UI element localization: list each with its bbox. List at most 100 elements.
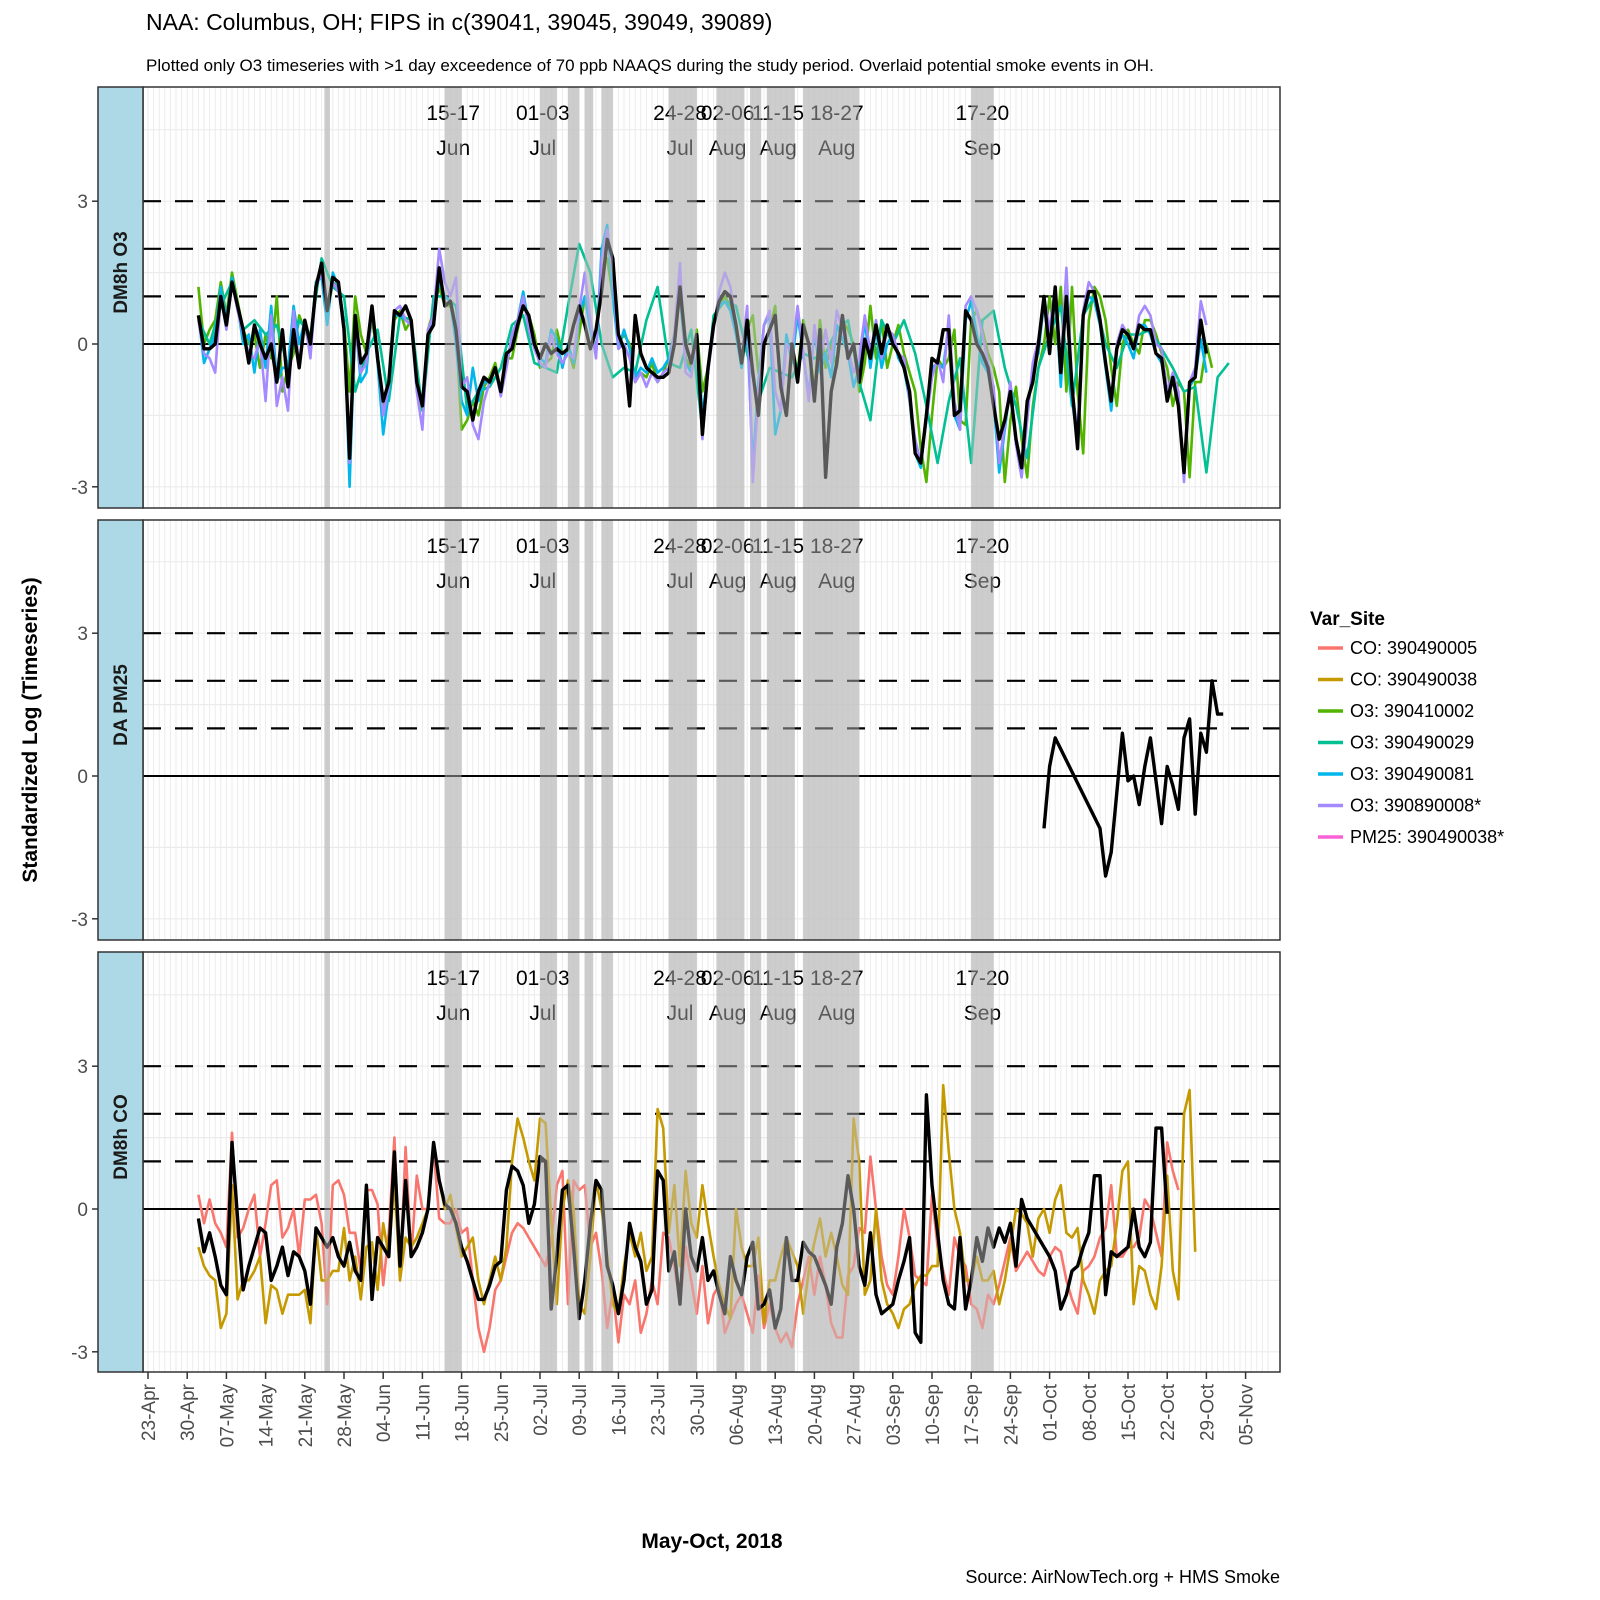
event-label-month: Aug	[818, 137, 855, 160]
x-tick-label: 18-Jun	[453, 1384, 474, 1442]
event-label-month: Sep	[964, 1002, 1001, 1025]
legend-label: O3: 390410002	[1350, 701, 1474, 721]
y-tick-label: 3	[77, 1057, 88, 1078]
event-label-dates: 11-15	[752, 535, 804, 558]
x-tick-label: 05-Nov	[1237, 1384, 1258, 1446]
event-label-dates: 15-17	[426, 967, 480, 990]
smoke-band-overlay	[540, 87, 557, 508]
smoke-band	[601, 520, 613, 940]
series-line	[197, 1083, 1197, 1330]
event-label-month: Aug	[759, 1002, 796, 1025]
facet-strip-label: DA PM25	[111, 664, 132, 746]
smoke-band-overlay	[971, 952, 994, 1372]
event-label-dates: 01-03	[516, 102, 570, 125]
x-axis-title: May-Oct, 2018	[641, 1530, 783, 1553]
smoke-band-overlay	[601, 952, 613, 1372]
facet-strip	[97, 519, 144, 941]
x-tick-label: 17-Sep	[962, 1384, 983, 1445]
x-tick-label: 01-Oct	[1041, 1383, 1062, 1441]
x-tick-label: 30-Apr	[178, 1383, 199, 1441]
event-label-month: Jul	[529, 1002, 556, 1025]
smoke-band-overlay	[668, 952, 697, 1372]
event-label-dates: 02-06	[701, 102, 755, 125]
x-tick-label: 29-Oct	[1197, 1383, 1218, 1441]
smoke-band	[584, 952, 594, 1372]
smoke-band-overlay	[584, 87, 594, 508]
smoke-band-overlay	[766, 952, 795, 1372]
x-tick-label: 06-Aug	[727, 1384, 748, 1445]
smoke-band	[444, 952, 462, 1372]
smoke-band-overlay	[568, 520, 580, 940]
smoke-band	[324, 952, 330, 1372]
facet-strip	[97, 951, 144, 1373]
event-label-dates: 11-15	[752, 967, 804, 990]
x-tick-label: 30-Jul	[688, 1384, 709, 1436]
smoke-band-overlay	[444, 952, 462, 1372]
x-tick-label: 24-Sep	[1001, 1384, 1022, 1445]
x-tick-label: 25-Jun	[492, 1384, 513, 1442]
facet-panels: 15-17Jun01-03Jul24-28Jul02-06Aug11-15Aug…	[71, 86, 1281, 1373]
event-label-month: Aug	[818, 1002, 855, 1025]
chart-title: NAA: Columbus, OH; FIPS in c(39041, 3904…	[146, 9, 772, 35]
smoke-band-overlay	[584, 520, 594, 940]
smoke-band	[324, 520, 330, 940]
event-label-dates: 24-28	[653, 967, 707, 990]
x-tick-label: 13-Aug	[766, 1384, 787, 1445]
legend-label: CO: 390490005	[1350, 638, 1477, 658]
x-tick-label: 08-Oct	[1080, 1383, 1101, 1441]
smoke-band-overlay	[750, 952, 762, 1372]
event-label-month: Jul	[667, 570, 694, 593]
smoke-band	[750, 520, 762, 940]
event-label-month: Aug	[709, 137, 746, 160]
smoke-band-overlay	[750, 87, 762, 508]
series-line	[196, 1093, 1169, 1345]
event-label-dates: 02-06	[701, 967, 755, 990]
smoke-band-overlay	[601, 87, 613, 508]
event-label-dates: 17-20	[956, 535, 1010, 558]
event-label-month: Aug	[759, 570, 796, 593]
event-label-month: Jul	[667, 137, 694, 160]
facet-strip-label: DM8h O3	[111, 231, 132, 313]
y-tick-label: -3	[71, 478, 88, 499]
smoke-band-overlay	[584, 952, 594, 1372]
x-tick-label: 03-Sep	[884, 1384, 905, 1445]
event-label-dates: 15-17	[426, 102, 480, 125]
smoke-band-overlay	[803, 87, 860, 508]
smoke-band	[668, 520, 697, 940]
facet-strip-label: DM8h CO	[111, 1094, 132, 1180]
smoke-band-overlay	[803, 952, 860, 1372]
event-label-month: Aug	[818, 570, 855, 593]
smoke-band-overlay	[716, 952, 745, 1372]
event-label-month: Jul	[667, 1002, 694, 1025]
facet-strip	[97, 86, 144, 509]
series-line	[196, 237, 1209, 479]
smoke-band	[568, 520, 580, 940]
event-label-month: Sep	[964, 570, 1001, 593]
y-axis-title: Standardized Log (Timeseries)	[19, 577, 42, 882]
y-tick-label: -3	[71, 910, 88, 931]
x-tick-label: 23-Apr	[139, 1383, 160, 1441]
x-tick-label: 11-Jun	[413, 1384, 434, 1441]
smoke-band	[584, 520, 594, 940]
event-label-dates: 01-03	[516, 967, 570, 990]
chart-subtitle: Plotted only O3 timeseries with >1 day e…	[146, 56, 1154, 75]
x-tick-label: 09-Jul	[570, 1384, 591, 1436]
smoke-band-overlay	[324, 952, 330, 1372]
x-tick-label: 02-Jul	[531, 1384, 552, 1436]
smoke-band	[540, 87, 557, 508]
legend-title: Var_Site	[1310, 609, 1385, 630]
x-tick-label: 14-May	[257, 1384, 278, 1448]
y-tick-label: -3	[71, 1343, 88, 1364]
legend-label: PM25: 390490038*	[1350, 827, 1504, 847]
event-label-dates: 18-27	[810, 967, 864, 990]
x-tick-label: 07-May	[217, 1384, 238, 1448]
smoke-band	[971, 520, 994, 940]
x-tick-label: 21-May	[296, 1384, 317, 1448]
smoke-band-overlay	[324, 87, 330, 508]
event-label-month: Jul	[529, 137, 556, 160]
legend-label: CO: 390490038	[1350, 670, 1477, 690]
event-label-dates: 24-28	[653, 535, 707, 558]
event-label-dates: 18-27	[810, 535, 864, 558]
x-tick-label: 20-Aug	[805, 1384, 826, 1445]
